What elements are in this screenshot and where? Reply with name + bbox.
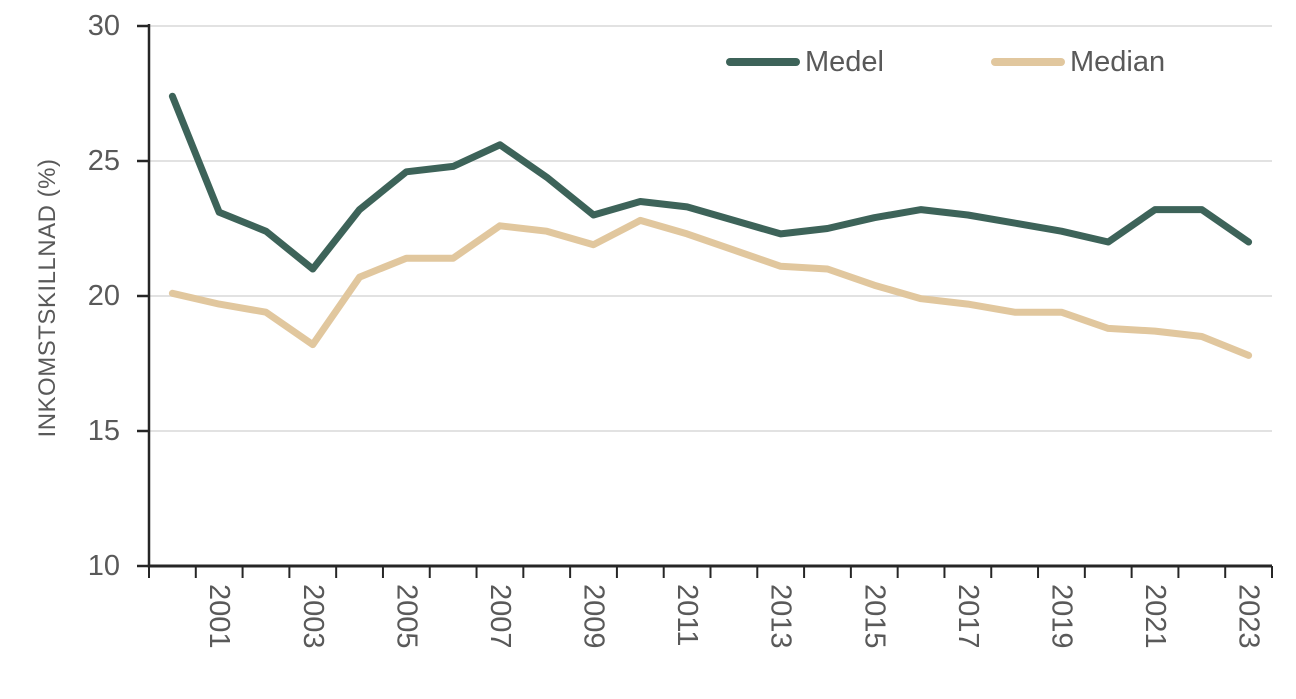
y-tick-label-10: 10 xyxy=(88,550,120,582)
x-year-label-2013: 2013 xyxy=(765,584,797,649)
x-year-label-2007: 2007 xyxy=(484,584,516,649)
x-year-label-2009: 2009 xyxy=(578,584,610,649)
x-year-label-2011: 2011 xyxy=(671,584,703,646)
y-axis-title: INKOMSTSKILLNAD (%) xyxy=(34,158,61,438)
legend-item-medel: Medel xyxy=(726,47,884,77)
series-line-medel xyxy=(168,92,1253,273)
x-year-label-2015: 2015 xyxy=(858,584,890,649)
y-tick-label-20: 20 xyxy=(88,280,120,312)
y-tick-label-25: 25 xyxy=(88,145,120,177)
legend-item-median: Median xyxy=(991,47,1165,77)
y-tick-label-30: 30 xyxy=(88,10,120,42)
median-legend-label: Median xyxy=(1070,45,1166,78)
x-year-label-2023: 2023 xyxy=(1233,584,1265,649)
median-legend-swatch-icon xyxy=(991,58,1065,66)
x-year-label-2003: 2003 xyxy=(297,584,329,649)
series-line-median xyxy=(168,216,1253,359)
medel-legend-swatch-icon xyxy=(726,58,800,66)
x-year-label-2005: 2005 xyxy=(390,584,422,649)
x-year-label-2017: 2017 xyxy=(952,584,984,649)
y-tick-label-15: 15 xyxy=(88,415,120,447)
x-year-label-2021: 2021 xyxy=(1139,584,1171,649)
x-year-label-2019: 2019 xyxy=(1045,584,1077,649)
x-year-label-2001: 2001 xyxy=(203,584,235,649)
medel-legend-label: Medel xyxy=(805,45,884,78)
